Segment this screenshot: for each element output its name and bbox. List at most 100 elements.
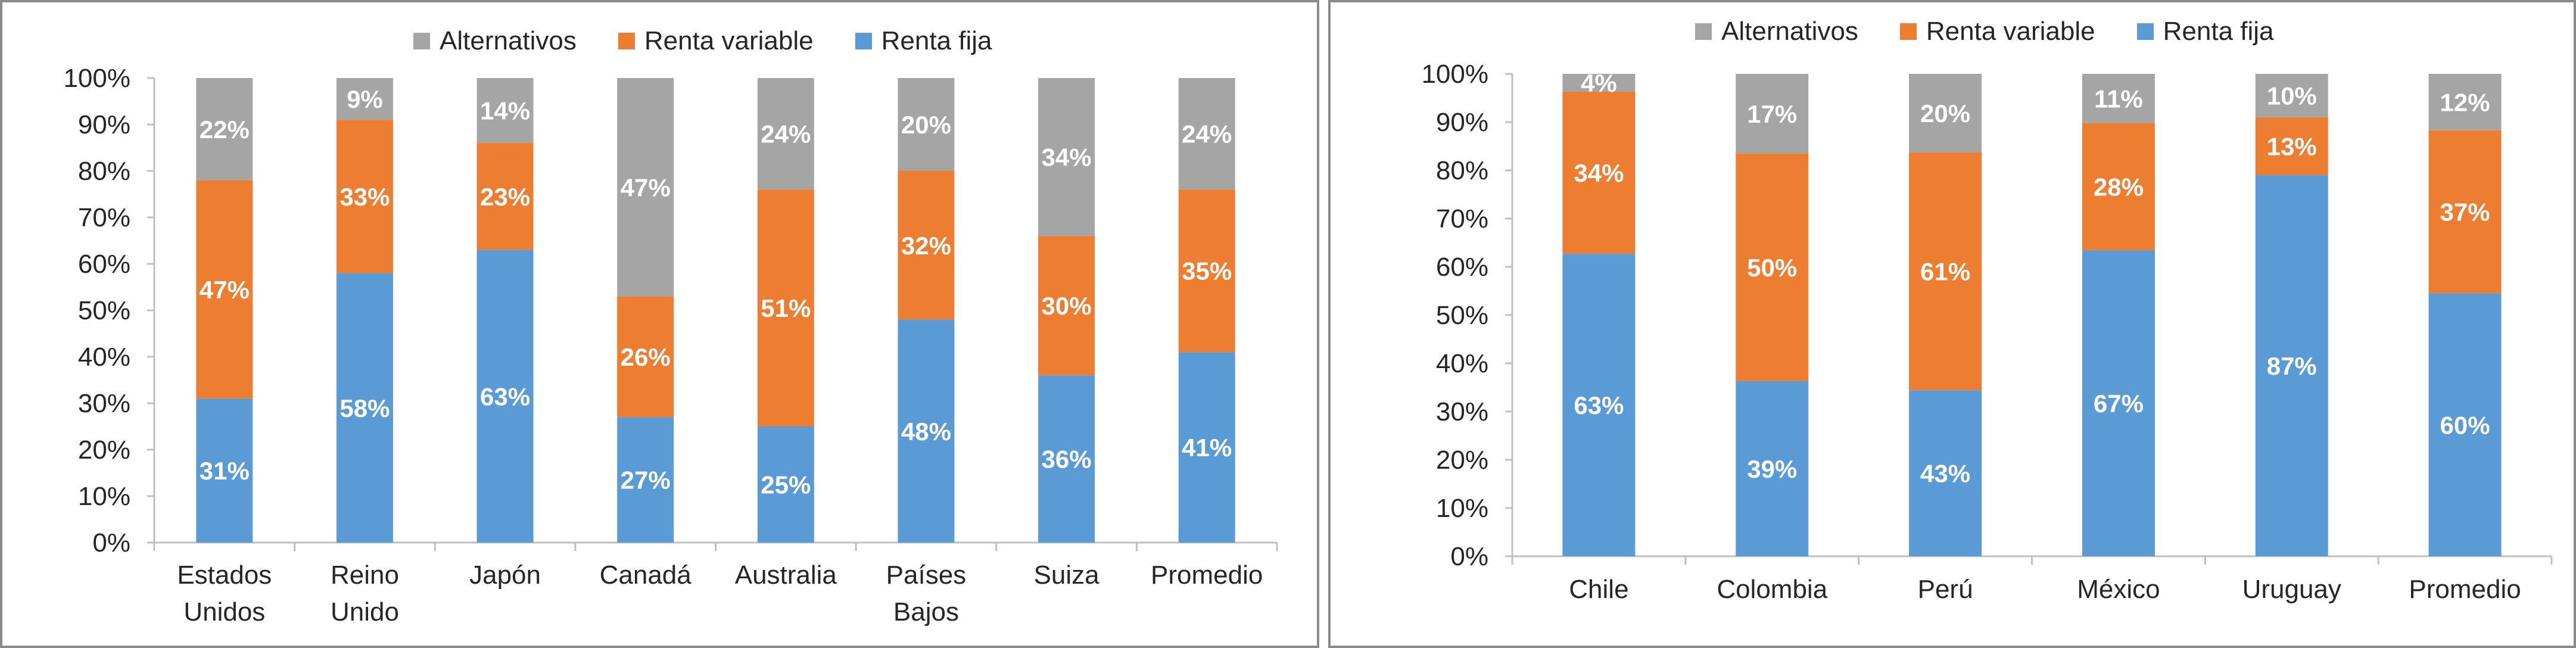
- x-category-label: Países Bajos: [886, 560, 967, 627]
- y-tick-label: 40%: [78, 342, 130, 372]
- y-tick-label: 10%: [1436, 494, 1488, 523]
- data-label: 20%: [901, 111, 951, 139]
- y-tick-label: 10%: [78, 482, 130, 511]
- bar-renta-fija-reino-unido: [336, 273, 393, 543]
- data-label: 51%: [761, 294, 811, 322]
- data-label: 31%: [200, 457, 250, 485]
- legend-swatch: [1899, 23, 1917, 40]
- legend-swatch: [855, 33, 872, 49]
- data-label: 4%: [1581, 69, 1617, 97]
- y-tick-label: 30%: [1436, 397, 1488, 426]
- data-label: 27%: [621, 466, 671, 494]
- x-category-label: Perú: [1918, 575, 1973, 604]
- data-label: 11%: [2094, 85, 2143, 113]
- legend-item-renta-fija: Renta fija: [855, 26, 992, 56]
- data-label: 34%: [1042, 144, 1092, 172]
- legend-swatch: [2136, 23, 2154, 40]
- bar-alternativos-peru: [1909, 74, 1982, 153]
- y-tick-label: 0%: [92, 528, 130, 557]
- x-category-label: Colombia: [1717, 575, 1827, 604]
- bar-alternativos-reino-unido: [336, 78, 393, 120]
- data-label: 67%: [2094, 390, 2144, 418]
- y-tick-label: 90%: [1436, 108, 1488, 137]
- data-label: 26%: [621, 343, 671, 371]
- data-label: 12%: [2440, 88, 2490, 116]
- bar-renta-variable-peru: [1909, 152, 1982, 391]
- y-tick-label: 80%: [78, 157, 130, 186]
- x-category-label: Japón: [469, 560, 541, 590]
- bar-alternativos-paises-bajos: [898, 78, 955, 171]
- bar-renta-fija-australia: [757, 426, 814, 543]
- legend-swatch: [413, 33, 430, 49]
- data-label: 10%: [2267, 82, 2317, 110]
- legend-swatch: [618, 33, 635, 49]
- y-tick-label: 40%: [1436, 349, 1488, 378]
- legend-label: Renta variable: [1926, 17, 2095, 46]
- x-category-label: México: [2077, 575, 2160, 604]
- bar-renta-variable-uruguay: [2255, 117, 2328, 176]
- bar-alternativos-japon: [476, 78, 534, 144]
- bar-renta-variable-canada: [617, 296, 674, 418]
- data-label: 14%: [480, 97, 530, 125]
- data-label: 33%: [339, 183, 390, 211]
- bar-alternativos-colombia: [1736, 74, 1809, 154]
- bar-renta-fija-peru: [1909, 390, 1982, 556]
- bar-renta-fija-colombia: [1736, 381, 1809, 556]
- x-category-label: Suiza: [1034, 560, 1100, 590]
- data-label: 17%: [1747, 100, 1797, 128]
- y-tick-label: 60%: [1436, 253, 1488, 282]
- legend-swatch: [1695, 23, 1712, 40]
- data-label: 47%: [200, 276, 250, 304]
- chart-svg-latam: 0% 10% 20% 30% 40% 50% 60% 70% 80% 90% 100% 63% 34% 4…: [1421, 60, 2553, 604]
- bar-renta-variable-reino-unido: [336, 120, 393, 273]
- x-category-label: Uruguay: [2242, 575, 2341, 604]
- bar-alternativos-australia: [757, 78, 814, 190]
- data-label: 63%: [1574, 391, 1624, 419]
- data-label: 23%: [480, 183, 530, 211]
- y-tick-label: 20%: [1436, 446, 1488, 475]
- bar-renta-variable-paises-bajos: [898, 171, 955, 320]
- data-label: 20%: [1920, 99, 1970, 127]
- data-label: 60%: [2440, 411, 2490, 439]
- data-label: 13%: [2267, 133, 2317, 161]
- data-label: 58%: [339, 394, 390, 422]
- x-category-label: Reino Unido: [331, 560, 399, 627]
- chart-panel-latam: Alternativos Renta variable Renta fija 0% 1…: [1328, 0, 2576, 648]
- bar-renta-fija-mexico: [2082, 250, 2155, 557]
- bar-alternativos-estados-unidos: [196, 78, 253, 180]
- bar-renta-fija-uruguay: [2255, 175, 2328, 557]
- chart-legend: Alternativos Renta variable Renta fija: [1695, 17, 2316, 46]
- chart-legend: Alternativos Renta variable Renta fija: [413, 26, 1034, 56]
- data-label: 63%: [480, 382, 530, 410]
- bar-renta-fija-estados-unidos: [196, 398, 253, 543]
- bar-renta-variable-colombia: [1736, 153, 1809, 381]
- y-tick-label: 100%: [63, 64, 130, 93]
- data-label: 24%: [1182, 120, 1232, 148]
- y-tick-label: 50%: [78, 296, 130, 325]
- data-label: 50%: [1747, 254, 1797, 282]
- data-label: 41%: [1182, 434, 1232, 462]
- y-tick-label: 30%: [78, 389, 130, 418]
- bar-renta-variable-estados-unidos: [196, 180, 253, 399]
- data-label: 87%: [2267, 352, 2317, 380]
- x-category-label: Canadá: [600, 560, 692, 590]
- data-label: 28%: [2094, 173, 2144, 201]
- legend-label: Alternativos: [440, 26, 577, 55]
- y-tick-label: 50%: [1436, 301, 1488, 330]
- x-category-label: Chile: [1569, 575, 1628, 604]
- bar-renta-fija-japon: [476, 250, 534, 543]
- data-label: 43%: [1920, 460, 1970, 488]
- y-tick-label: 70%: [78, 203, 130, 232]
- bar-renta-variable-chile: [1562, 91, 1636, 254]
- data-label: 61%: [1920, 258, 1970, 286]
- bar-renta-variable-mexico: [2082, 123, 2155, 251]
- y-tick-label: 100%: [1421, 60, 1488, 89]
- y-tick-label: 20%: [78, 435, 130, 465]
- legend-item-alternativos: Alternativos: [1695, 17, 1858, 46]
- data-label: 34%: [1574, 159, 1624, 187]
- bar-renta-variable-australia: [757, 189, 814, 426]
- data-label: 30%: [1042, 292, 1092, 320]
- bar-renta-fija-promedio: [2428, 293, 2502, 556]
- data-label: 47%: [621, 173, 671, 201]
- bar-alternativos-promedio: [2428, 74, 2502, 130]
